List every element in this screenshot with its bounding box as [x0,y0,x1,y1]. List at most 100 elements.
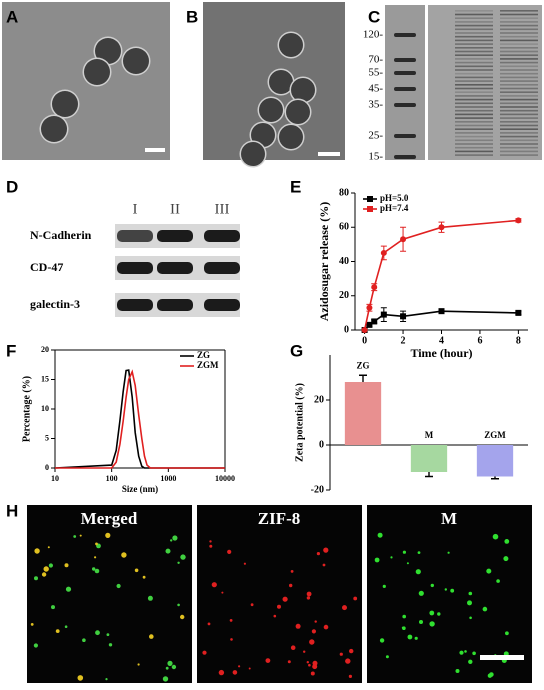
fluorescent-dot [167,660,173,667]
panel-label: F [6,341,16,360]
fluorescent-dot [73,535,77,538]
data-point [438,308,445,315]
fluorescent-dot [417,551,421,554]
fluorescent-dot [496,579,500,583]
protein-band [455,61,493,64]
protein-band [455,17,493,19]
bar [410,445,448,472]
fluorescent-dot [467,600,472,606]
x-tick-label: 6 [477,335,482,346]
fluorescent-dot [250,603,254,607]
ladder-band [394,103,416,107]
particle [259,98,283,122]
fluorescent-dot [227,549,232,555]
data-point [380,249,387,256]
fluorescent-dot [450,588,455,593]
fluorescent-dot [134,568,139,573]
particle [123,48,149,74]
protein-band [500,32,538,34]
channel-label: ZIF-8 [258,509,301,528]
data-point [361,327,368,333]
fluorescent-dot [142,575,146,579]
fluorescent-dot [147,595,153,601]
protein-band [455,98,493,101]
fluorescent-dot [323,624,329,630]
blot-band [204,230,240,242]
fluorescent-dot [177,603,180,607]
fluorescent-dot [429,610,435,616]
fluorescent-dot [116,583,121,589]
fluorescent-dot [459,650,464,655]
protein-band [500,95,538,97]
protein-band [455,150,493,153]
protein-band [455,24,493,27]
fluorescent-dot [277,604,281,609]
blot-band [117,262,153,274]
y-tick-label: 80 [339,187,349,198]
error-bar [491,476,499,480]
protein-band [455,69,493,71]
particle [95,38,121,64]
protein-label: N-Cadherin [30,228,92,242]
fluorescent-dot [374,557,380,563]
protein-band [500,65,538,68]
x-tick-label: 8 [516,335,521,346]
protein-band [500,128,538,130]
ladder-band [394,71,416,75]
fluorescent-dot [47,546,50,549]
protein-band [500,43,538,45]
fluorescent-dot [238,665,241,668]
fluorescent-dot [77,675,84,681]
protein-band [500,117,538,119]
marker-label: 45- [368,83,383,95]
protein-band [500,47,538,49]
protein-band [500,21,538,23]
fluorescent-dot [345,658,351,664]
panel-label: A [6,7,18,26]
scale-bar [318,152,340,156]
panel-label: C [368,7,380,26]
data-point [371,318,378,325]
fluorescent-dot [416,569,421,575]
protein-band [455,65,493,68]
fluorescent-dot [406,562,409,565]
protein-band [455,84,493,86]
fluorescent-dot [171,664,177,670]
fluorescent-dot [447,551,450,554]
fluorescence-image [27,505,192,683]
fluorescent-dot [248,667,251,670]
marker-label: 35- [368,99,383,111]
particle [279,33,303,57]
fluorescent-dot [149,634,154,639]
fluorescent-dot [172,535,178,541]
fluorescent-dot [41,572,47,577]
blot-band [117,299,153,311]
fluorescent-dot [316,552,320,556]
fluorescent-dot [209,544,213,548]
data-point [366,321,373,328]
x-tick-label: 2 [401,335,406,346]
particle [41,116,67,142]
fluorescent-dot [30,623,34,626]
x-tick-label: 100 [106,474,118,483]
x-tick-label: 10 [51,474,59,483]
protein-band [455,58,493,60]
blot-band [117,230,153,242]
panel-label: H [6,501,18,520]
fluorescent-dot [419,620,423,624]
y-tick-label: 40 [339,256,349,267]
protein-band [500,17,538,19]
fluorescent-dot [303,650,306,653]
fluorescent-dot [309,639,315,645]
category-label: M [425,430,434,440]
protein-band [455,43,493,45]
fluorescent-dot [165,666,169,670]
fluorescent-dot [385,655,389,659]
fluorescent-dot [79,534,82,537]
fluorescent-dot [64,625,68,628]
fluorescent-dot [170,539,173,542]
y-tick-label: 0 [45,463,49,472]
error-bar [359,374,367,382]
bar [344,382,382,445]
